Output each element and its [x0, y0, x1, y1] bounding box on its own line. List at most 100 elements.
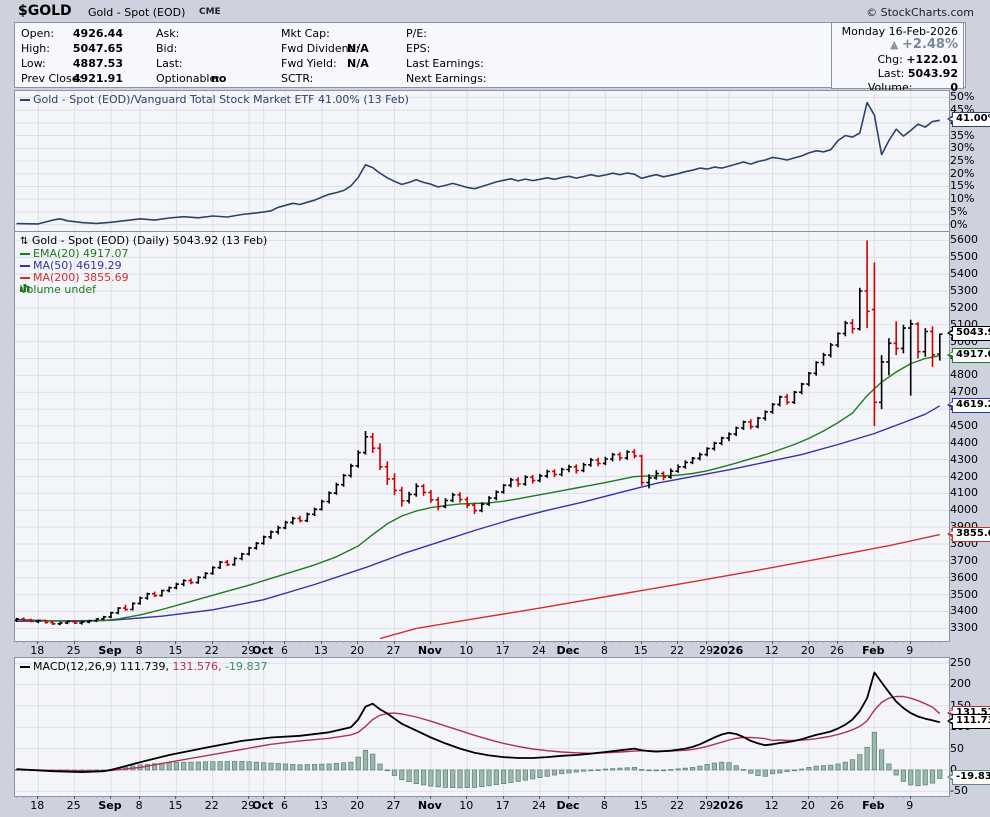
x-axis-tick [110, 641, 111, 644]
y-axis-label: 250 [950, 656, 971, 670]
x-axis-label: Oct [252, 799, 274, 812]
y-axis-label: 20% [950, 166, 975, 180]
x-axis-label: 9 [906, 799, 914, 812]
x-axis-tick [807, 796, 809, 799]
x-axis-label: 6 [280, 644, 288, 657]
quote-field: Fwd Dividend: [281, 42, 359, 57]
x-axis-label: 13 [313, 644, 328, 657]
y-axis-label: 200 [950, 677, 971, 691]
y-axis-label: 3300 [950, 621, 978, 635]
price-chart [15, 232, 949, 641]
x-axis-tick [110, 796, 111, 799]
x-axis-label: Sep [98, 644, 122, 657]
quote-field: EPS: [406, 42, 430, 57]
price-legend-title: ⇅ Gold - Spot (EOD) (Daily) 5043.92 (13 … [20, 234, 268, 247]
quote-field: High: [21, 42, 50, 57]
line-swatch-icon [20, 99, 30, 101]
x-axis-tick [357, 796, 359, 799]
y-axis-label: 4700 [950, 385, 978, 399]
x-axis-tick [837, 796, 838, 799]
quote-last: Last: 5043.92 [877, 67, 958, 80]
x-axis-tick [568, 641, 570, 644]
quote-field: Fwd Yield: [281, 57, 337, 72]
quote-field-value: 4926.44 [72, 27, 123, 40]
y-axis-label: 4800 [950, 368, 978, 382]
x-axis-label: 25 [66, 799, 81, 812]
ticker-title: Gold - Spot (EOD) [88, 6, 186, 19]
x-axis-label: 26 [830, 799, 844, 812]
x-axis-label: 9 [906, 644, 914, 657]
y-axis-label: 4200 [950, 469, 978, 483]
quote-field-label: Next Earnings: [406, 72, 487, 85]
quote-date-box: Monday 16-Feb-2026 ▲ +2.48% Chg: +122.01… [831, 22, 964, 94]
x-axis-tick [248, 796, 250, 799]
x-axis-tick [320, 641, 322, 644]
x-axis-label: Nov [417, 644, 442, 657]
up-triangle-icon: ▲ [890, 38, 899, 51]
x-axis-tick [73, 796, 75, 799]
x-axis-label: 29 [699, 799, 714, 812]
x-axis-tick [677, 641, 679, 644]
x-axis-label: Nov [417, 799, 442, 812]
ratio-chart-panel: Gold - Spot (EOD)/Vanguard Total Stock M… [14, 90, 950, 232]
x-axis-label: 15 [168, 799, 183, 812]
x-axis-label: 2026 [712, 644, 744, 657]
y-axis-label: 3400 [950, 604, 978, 618]
y-axis-label: 30% [950, 141, 975, 155]
x-axis-label: Dec [556, 799, 580, 812]
x-axis-label: Dec [556, 644, 580, 657]
main-value-callout: 5043.92 [947, 326, 990, 342]
ratio-legend: Gold - Spot (EOD)/Vanguard Total Stock M… [20, 93, 409, 106]
x-axis-label: 24 [531, 799, 546, 812]
y-axis-label: 4000 [950, 503, 978, 517]
x-axis-label: 10 [459, 799, 474, 812]
price-chart-panel: ⇅ Gold - Spot (EOD) (Daily) 5043.92 (13 … [14, 231, 950, 642]
y-axis-label: 50% [950, 90, 975, 104]
x-axis-tick [284, 796, 286, 799]
y-axis-label: 4400 [950, 435, 978, 449]
x-axis-label: 8 [600, 799, 608, 812]
x-axis-tick [538, 641, 540, 644]
ma50-legend: MA(50) 4619.29 [20, 259, 122, 272]
quote-field: P/E: [406, 27, 427, 42]
x-axis-tick [429, 796, 431, 799]
x-axis-label: 20 [350, 799, 365, 812]
x-axis-label: 22 [670, 799, 685, 812]
x-axis-label: 2026 [712, 799, 744, 812]
x-axis-label: 27 [386, 644, 401, 657]
quote-field: Last Earnings: [406, 57, 484, 72]
y-axis-label: 4500 [950, 418, 978, 432]
y-axis-label: 35% [950, 128, 975, 142]
x-axis-tick [211, 641, 213, 644]
x-axis-tick [393, 796, 395, 799]
x-axis-label: 15 [633, 644, 648, 657]
x-axis-label: Oct [252, 644, 274, 657]
x-axis-label: 18 [30, 799, 45, 812]
x-axis-tick [909, 796, 911, 799]
x-axis-tick [771, 641, 773, 644]
x-axis-label: 8 [135, 799, 143, 812]
y-axis-label: 50 [950, 741, 964, 755]
x-axis-tick [37, 641, 39, 644]
y-axis-label: 5600 [950, 233, 978, 247]
x-axis-label: 24 [531, 644, 546, 657]
quote-field-label: EPS: [406, 42, 431, 55]
y-axis-label: 3500 [950, 587, 978, 601]
line-swatch-icon [20, 666, 30, 668]
y-axis-label: 3700 [950, 553, 978, 567]
x-axis-label: 22 [670, 644, 685, 657]
x-axis-tick [837, 641, 838, 644]
x-axis-label: 15 [168, 644, 183, 657]
x-axis-tick [873, 641, 875, 644]
x-axis-tick [771, 796, 773, 799]
x-axis-label: 17 [495, 799, 510, 812]
x-axis-tick [466, 796, 468, 799]
quote-change: Chg: +122.01 [877, 53, 958, 66]
volume-legend: Volume undef [20, 283, 96, 296]
quote-field-label: Last Earnings: [406, 57, 484, 70]
x-axis-tick [320, 796, 322, 799]
x-axis-tick [357, 641, 359, 644]
quote-field-label: Open: [21, 27, 55, 40]
x-axis-label: 8 [135, 644, 143, 657]
x-axis-tick [262, 796, 264, 799]
